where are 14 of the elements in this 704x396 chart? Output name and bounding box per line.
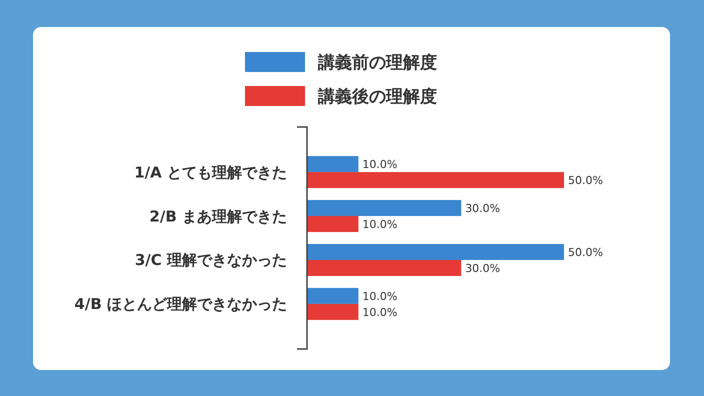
- data-label: 30.0%: [465, 202, 500, 215]
- data-label: 10.0%: [362, 218, 398, 231]
- legend-label: 講義後の理解度: [317, 86, 437, 107]
- data-label: 10.0%: [362, 290, 398, 303]
- y-tick-label: 4/B ほとんど理解できなかった: [74, 295, 287, 314]
- y-tick-label: 1/A とても理解できた: [134, 163, 287, 182]
- data-label: 30.0%: [465, 262, 500, 275]
- data-label: 10.0%: [362, 158, 398, 171]
- y-tick-label: 2/B まあ理解できた: [149, 207, 287, 226]
- legend-label: 講義前の理解度: [317, 52, 437, 73]
- data-label: 10.0%: [362, 306, 398, 319]
- data-label: 50.0%: [568, 174, 603, 187]
- data-label: 50.0%: [568, 246, 603, 259]
- y-tick-label: 3/C 理解できなかった: [134, 251, 287, 270]
